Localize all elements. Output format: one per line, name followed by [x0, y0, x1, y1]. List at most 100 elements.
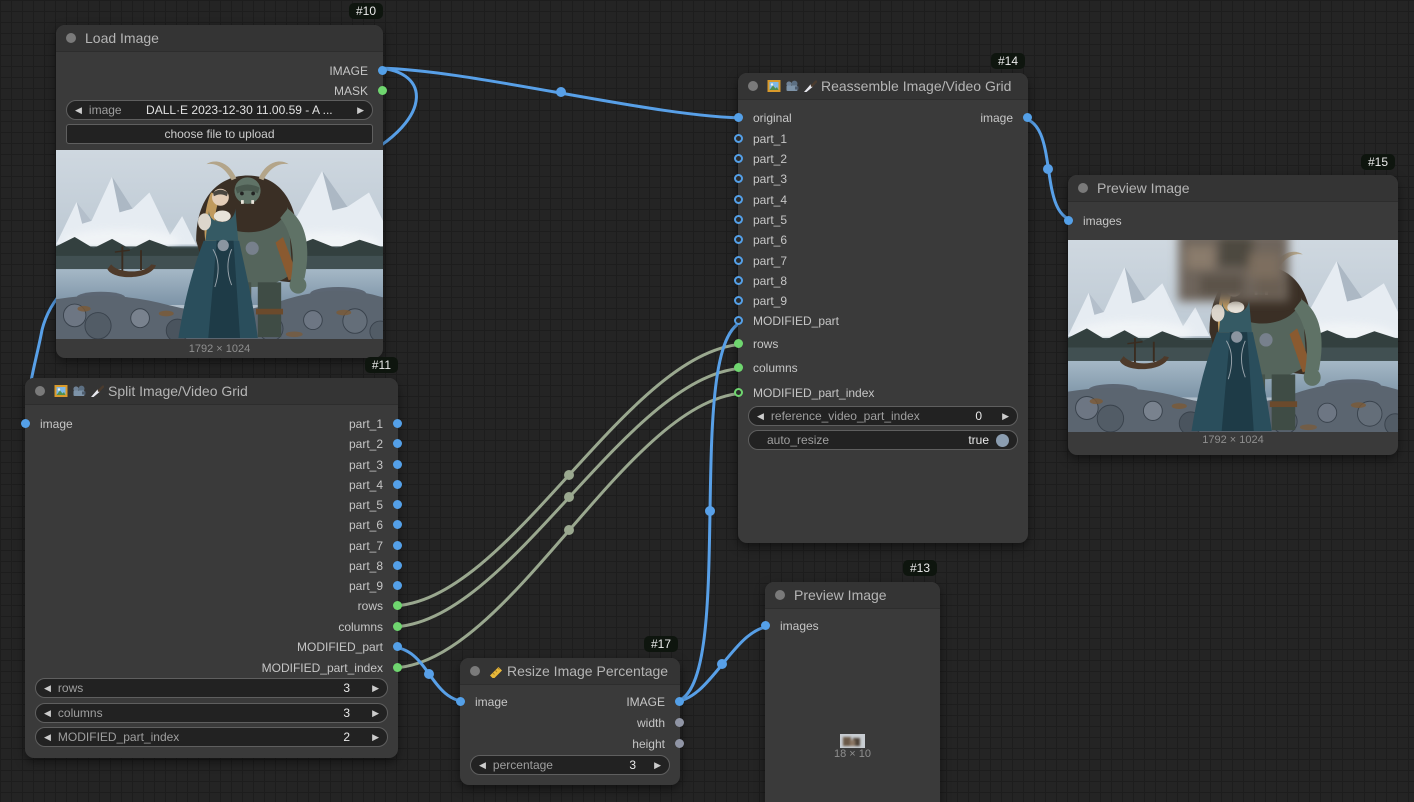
port-dot[interactable]	[393, 500, 402, 509]
port-width-output[interactable]: width	[637, 713, 684, 733]
increment-arrow-icon[interactable]: ▶	[654, 759, 661, 770]
port-mask-output[interactable]: MASK	[334, 81, 387, 101]
port-dot[interactable]	[734, 113, 743, 122]
columns-widget[interactable]: ◀ columns 3 ▶	[35, 703, 388, 723]
port-part7-input[interactable]: part_7	[734, 251, 787, 271]
port-part4-output[interactable]: part_4	[349, 475, 402, 495]
node-load-image[interactable]: Load Image IMAGE MASK ◀ image DALL·E 202…	[56, 25, 387, 358]
port-dot[interactable]	[675, 718, 684, 727]
port-part4-input[interactable]: part_4	[734, 190, 787, 210]
port-part3-output[interactable]: part_3	[349, 455, 402, 475]
port-columns-input[interactable]: columns	[734, 358, 798, 378]
port-rows-input[interactable]: rows	[734, 334, 778, 354]
port-dot[interactable]	[734, 388, 743, 397]
port-image-output[interactable]: IMAGE	[329, 61, 387, 81]
port-dot[interactable]	[734, 174, 743, 183]
port-dot[interactable]	[378, 86, 387, 95]
node-header[interactable]: Reassemble Image/Video Grid	[738, 73, 1028, 100]
port-dot[interactable]	[734, 195, 743, 204]
link-dot[interactable]	[424, 669, 434, 679]
decrement-arrow-icon[interactable]: ◀	[479, 759, 486, 770]
collapse-dot[interactable]	[748, 81, 758, 91]
next-arrow-icon[interactable]: ▶	[357, 104, 364, 115]
collapse-dot[interactable]	[66, 33, 76, 43]
rows-widget[interactable]: ◀ rows 3 ▶	[35, 678, 388, 698]
port-dot[interactable]	[734, 256, 743, 265]
port-dot[interactable]	[1064, 216, 1073, 225]
port-dot[interactable]	[734, 316, 743, 325]
node-preview-image-large[interactable]: Preview Image images 1792 × 1024	[1064, 175, 1398, 455]
port-image-output[interactable]: image	[980, 108, 1032, 128]
port-dot[interactable]	[393, 480, 402, 489]
port-dot[interactable]	[393, 460, 402, 469]
port-part8-output[interactable]: part_8	[349, 556, 402, 576]
port-rows-output[interactable]: rows	[358, 596, 402, 616]
port-images-input[interactable]: images	[1064, 211, 1122, 231]
node-header[interactable]: Preview Image	[1068, 175, 1398, 202]
link-dot[interactable]	[564, 470, 574, 480]
port-dot[interactable]	[393, 439, 402, 448]
port-height-output[interactable]: height	[632, 734, 684, 754]
link-dot[interactable]	[1043, 164, 1053, 174]
port-part6-input[interactable]: part_6	[734, 230, 787, 250]
port-images-input[interactable]: images	[761, 616, 819, 636]
decrement-arrow-icon[interactable]: ◀	[757, 410, 764, 421]
collapse-dot[interactable]	[470, 666, 480, 676]
collapse-dot[interactable]	[1078, 183, 1088, 193]
toggle-knob[interactable]	[996, 433, 1009, 447]
port-dot[interactable]	[734, 339, 743, 348]
increment-arrow-icon[interactable]: ▶	[372, 731, 379, 742]
node-header[interactable]: Resize Image Percentage	[460, 658, 680, 685]
increment-arrow-icon[interactable]: ▶	[372, 707, 379, 718]
port-modified-part-index-input[interactable]: MODIFIED_part_index	[734, 383, 874, 403]
port-dot[interactable]	[393, 663, 402, 672]
port-dot[interactable]	[393, 601, 402, 610]
port-part2-input[interactable]: part_2	[734, 149, 787, 169]
port-dot[interactable]	[21, 419, 30, 428]
port-part2-output[interactable]: part_2	[349, 434, 402, 454]
port-part9-output[interactable]: part_9	[349, 576, 402, 596]
percentage-widget[interactable]: ◀ percentage 3 ▶	[470, 755, 670, 775]
port-dot[interactable]	[393, 541, 402, 550]
port-image-output[interactable]: IMAGE	[626, 692, 684, 712]
increment-arrow-icon[interactable]: ▶	[372, 682, 379, 693]
port-part6-output[interactable]: part_6	[349, 515, 402, 535]
link-dot[interactable]	[556, 87, 566, 97]
port-modified-part-input[interactable]: MODIFIED_part	[734, 311, 839, 331]
collapse-dot[interactable]	[775, 590, 785, 600]
prev-arrow-icon[interactable]: ◀	[75, 104, 82, 115]
port-dot[interactable]	[393, 581, 402, 590]
node-split-grid[interactable]: Split Image/Video Grid image part_1 part…	[21, 378, 402, 758]
node-header[interactable]: Load Image	[56, 25, 383, 52]
port-part8-input[interactable]: part_8	[734, 271, 787, 291]
port-original-input[interactable]: original	[734, 108, 792, 128]
auto-resize-toggle-widget[interactable]: auto_resize true	[748, 430, 1018, 450]
port-dot[interactable]	[393, 642, 402, 651]
node-header[interactable]: Split Image/Video Grid	[25, 378, 398, 405]
port-part3-input[interactable]: part_3	[734, 169, 787, 189]
port-image-input[interactable]: image	[21, 414, 73, 434]
port-dot[interactable]	[734, 134, 743, 143]
choose-file-button[interactable]: choose file to upload	[66, 124, 373, 144]
collapse-dot[interactable]	[35, 386, 45, 396]
port-dot[interactable]	[393, 622, 402, 631]
port-dot[interactable]	[734, 154, 743, 163]
port-part5-input[interactable]: part_5	[734, 210, 787, 230]
link-dot[interactable]	[564, 525, 574, 535]
node-header[interactable]: Preview Image	[765, 582, 940, 609]
decrement-arrow-icon[interactable]: ◀	[44, 682, 51, 693]
port-dot[interactable]	[734, 215, 743, 224]
port-dot[interactable]	[378, 66, 387, 75]
port-modified-part-index-output[interactable]: MODIFIED_part_index	[262, 658, 402, 678]
port-dot[interactable]	[734, 363, 743, 372]
node-reassemble-grid[interactable]: Reassemble Image/Video Grid original ima…	[734, 73, 1032, 543]
decrement-arrow-icon[interactable]: ◀	[44, 731, 51, 742]
port-dot[interactable]	[734, 296, 743, 305]
port-image-input[interactable]: image	[456, 692, 508, 712]
port-part1-output[interactable]: part_1	[349, 414, 402, 434]
port-dot[interactable]	[761, 621, 770, 630]
port-part1-input[interactable]: part_1	[734, 129, 787, 149]
modified-part-index-widget[interactable]: ◀ MODIFIED_part_index 2 ▶	[35, 727, 388, 747]
node-resize-image-percentage[interactable]: Resize Image Percentage image IMAGE widt…	[456, 658, 684, 785]
